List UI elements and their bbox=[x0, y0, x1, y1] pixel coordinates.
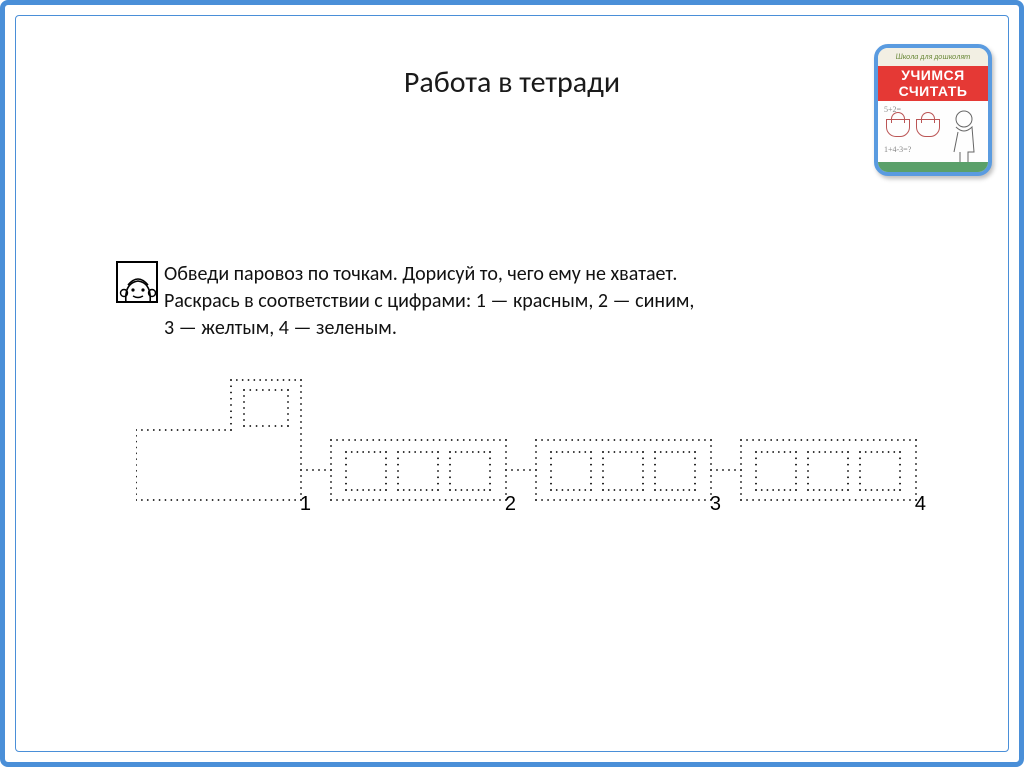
inner-frame: Работа в тетради Школа для дошколят УЧИМ… bbox=[15, 15, 1009, 752]
svg-text:4: 4 bbox=[915, 493, 926, 515]
instruction-text: Обведи паровоз по точкам. Дорисуй то, че… bbox=[164, 261, 928, 342]
badge-subtitle: Школа для дошколят bbox=[878, 48, 988, 66]
svg-text:2: 2 bbox=[505, 493, 516, 515]
badge-title-line2: СЧИТАТЬ bbox=[899, 83, 968, 99]
instr-line1: Обведи паровоз по точкам. Дорисуй то, че… bbox=[164, 262, 677, 286]
basket-icon bbox=[916, 119, 940, 137]
svg-text:1: 1 bbox=[300, 493, 311, 515]
badge-body: 5+2= 1+4-3=? bbox=[878, 101, 988, 162]
badge-title-line1: УЧИМСЯ bbox=[901, 67, 964, 83]
child-icon bbox=[944, 107, 984, 162]
instr-line3: 3 — желтым, 4 — зеленым. bbox=[164, 316, 397, 340]
instr-line2: Раскрась в соответствии с цифрами: 1 — к… bbox=[164, 289, 694, 313]
svg-text:3: 3 bbox=[710, 493, 721, 515]
train-diagram: 1 2 3 4 bbox=[136, 360, 928, 536]
basket-icon bbox=[886, 119, 910, 137]
train-svg: 1 2 3 4 bbox=[136, 360, 946, 530]
worksheet: Обведи паровоз по точкам. Дорисуй то, че… bbox=[116, 261, 928, 536]
badge-title: УЧИМСЯ СЧИТАТЬ bbox=[878, 66, 988, 101]
instruction-block: Обведи паровоз по точкам. Дорисуй то, че… bbox=[116, 261, 928, 342]
badge-footer bbox=[878, 162, 988, 172]
child-face-icon bbox=[116, 261, 158, 303]
badge-expr2: 1+4-3=? bbox=[884, 145, 911, 154]
book-badge: Школа для дошколят УЧИМСЯ СЧИТАТЬ 5+2= 1… bbox=[874, 44, 992, 176]
slide-frame: Работа в тетради Школа для дошколят УЧИМ… bbox=[0, 0, 1024, 767]
page-title: Работа в тетради bbox=[16, 64, 1008, 101]
